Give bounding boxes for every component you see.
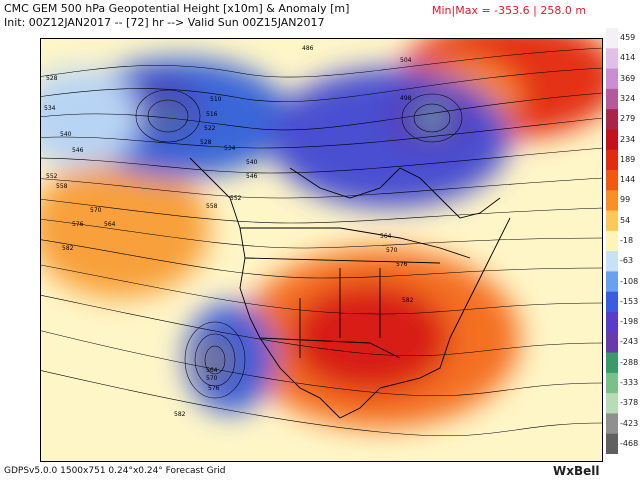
colorbar-swatch [606, 190, 618, 211]
colorbar-swatch [606, 291, 618, 313]
colorbar-label: -198 [620, 317, 639, 327]
height-contours [40, 47, 603, 437]
contour-label: 564 [380, 233, 392, 240]
anomaly-shading [40, 38, 603, 428]
colorbar-label: -18 [620, 236, 634, 245]
contour-label: 540 [246, 159, 258, 166]
height-anomaly-map: 486 504 498 510 516 522 528 534 540 546 … [40, 38, 603, 462]
colorbar-swatch [606, 393, 618, 414]
contour-label: 534 [224, 145, 236, 152]
colorbar-swatch [606, 109, 618, 130]
contour-label: 570 [206, 375, 218, 382]
colorbar-swatch [606, 332, 618, 353]
colorbar-swatch [606, 413, 618, 435]
contour-label: 528 [200, 139, 212, 146]
colorbar-label: -108 [620, 276, 639, 286]
contour-label: 552 [46, 173, 58, 180]
contour-label: 576 [72, 221, 84, 228]
contour-label: 570 [386, 247, 398, 254]
contour-label: 552 [230, 195, 242, 202]
contour-label: 504 [400, 57, 412, 64]
contour-label: 558 [206, 203, 218, 210]
colorbar-label: -153 [620, 296, 639, 306]
colorbar-swatch [606, 312, 618, 333]
colorbar-swatch [606, 372, 618, 394]
colorbar-label: -378 [620, 398, 639, 408]
colorbar-label: 369 [620, 73, 636, 83]
colorbar-swatch [606, 170, 618, 191]
colorbar-label: 99 [620, 195, 631, 205]
contour-label: 546 [246, 173, 258, 180]
colorbar-label: -288 [620, 357, 639, 367]
colorbar-swatch [606, 149, 618, 171]
colorbar-swatch [606, 433, 618, 454]
colorbar-swatch [606, 210, 618, 232]
colorbar-label: 189 [620, 154, 636, 164]
colorbar-label: -63 [620, 256, 634, 266]
colorbar-label: -243 [620, 337, 639, 347]
colorbar-label: 324 [620, 94, 636, 103]
colorbar-swatch [606, 251, 618, 272]
map-frame [40, 38, 603, 462]
colorbar-label: -468 [620, 438, 639, 448]
colorbar-label: -333 [620, 378, 639, 387]
contour-label: 582 [62, 245, 74, 252]
colorbar-swatch [606, 88, 618, 110]
contour-label: 540 [60, 131, 72, 138]
colorbar-label: 279 [620, 114, 636, 124]
colorbar-label: 234 [620, 134, 636, 144]
min-max-readout: Min|Max = -353.6 | 258.0 m [432, 4, 587, 17]
colorbar-swatch [606, 68, 618, 90]
colorbar-swatch [606, 271, 618, 293]
colorbar-swatch [606, 352, 618, 374]
contour-label: 528 [46, 75, 58, 82]
model-grid-info: GDPSv5.0.0 1500x751 0.24°x0.24° Forecast… [4, 466, 226, 476]
colorbar-label: -423 [620, 418, 639, 428]
contour-label: 582 [174, 411, 186, 418]
colorbar-swatch [606, 230, 618, 252]
contour-label: 576 [208, 385, 220, 392]
contour-label: 498 [400, 95, 412, 102]
contour-label: 534 [44, 105, 56, 112]
contour-label: 522 [204, 125, 216, 132]
coastlines [189, 157, 511, 419]
init-valid-time: Init: 00Z12JAN2017 -- [72] hr --> Valid … [4, 16, 325, 29]
contour-label: 576 [396, 261, 408, 268]
contour-label: 510 [210, 96, 222, 103]
colorbar-label: 459 [620, 33, 636, 43]
contour-label: 570 [90, 207, 102, 214]
contour-label: 558 [56, 183, 68, 190]
contour-label: 564 [206, 367, 218, 374]
colorbar-label: 54 [620, 215, 631, 225]
map-title: CMC GEM 500 hPa Geopotential Height [x10… [4, 2, 350, 15]
contour-labels: 486 504 498 510 516 522 528 534 540 546 … [44, 45, 414, 418]
colorbar-label: 414 [620, 53, 636, 63]
colorbar-swatch [606, 129, 618, 151]
contour-label: 564 [104, 221, 116, 228]
contour-label: 486 [302, 45, 314, 52]
wxbell-logo: WxBell [553, 464, 600, 478]
contour-label: 516 [206, 111, 218, 118]
contour-label: 546 [72, 147, 84, 154]
contour-label: 582 [402, 297, 414, 304]
anomaly-colorbar [606, 28, 618, 454]
colorbar-label: 144 [620, 175, 636, 185]
colorbar-swatch [606, 48, 618, 69]
colorbar-swatch [606, 28, 618, 49]
